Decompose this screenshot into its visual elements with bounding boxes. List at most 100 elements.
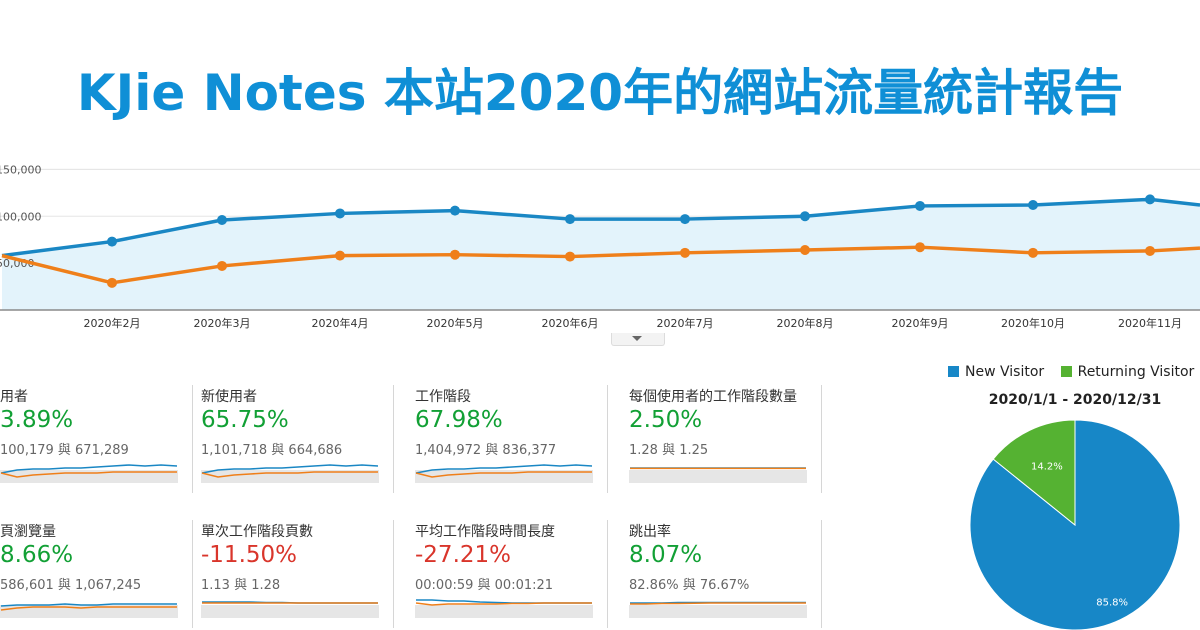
data-point-1 — [800, 245, 810, 255]
legend-label-new-visitor: New Visitor — [965, 364, 1045, 380]
metric-change: 8.07% — [629, 542, 703, 568]
metric-name: 每個使用者的工作階段數量 — [629, 389, 797, 405]
metric-change: 3.89% — [0, 407, 74, 433]
metric-change: -11.50% — [201, 542, 297, 568]
sparkline-bg — [0, 470, 178, 483]
card-divider — [393, 385, 394, 493]
x-tick-label: 2020年2月 — [84, 316, 141, 330]
metric-card[interactable]: 平均工作階段時間長度 -27.21% 00:00:59 與 00:01:21 — [403, 520, 608, 630]
data-point-1 — [1028, 247, 1038, 258]
metric-change: 67.98% — [415, 407, 503, 433]
sparkline-previous — [415, 471, 592, 478]
y-tick-label: 150,000 — [0, 163, 42, 176]
legend-swatch-returning-visitor — [1060, 366, 1072, 377]
page-title: KJie Notes 本站2020年的網站流量統計報告 — [76, 64, 1124, 122]
sparkline-bg — [0, 605, 178, 618]
chevron-down-icon — [632, 336, 642, 341]
metric-card[interactable]: 跳出率 8.07% 82.86% 與 76.67% — [617, 520, 822, 630]
sessions-line-chart: 150,000100,00050,0002020年2月2020年3月2020年4… — [0, 163, 1200, 330]
metric-card[interactable]: 用者 3.89% 100,179 與 671,289 — [0, 385, 193, 495]
sparkline-current — [415, 464, 593, 474]
data-point-0 — [565, 214, 575, 225]
pie-legend: New Visitor Returning Visitor — [948, 364, 1200, 380]
metric-card[interactable]: 新使用者 65.75% 1,101,718 與 664,686 — [189, 385, 394, 495]
series-line-0 — [1, 197, 1200, 258]
chart-collapse-toggle[interactable] — [611, 333, 665, 346]
sparkline-bg — [201, 470, 379, 483]
metric-sparkline — [629, 601, 807, 618]
card-divider — [821, 520, 822, 628]
metric-card[interactable]: 每個使用者的工作階段數量 2.50% 1.28 與 1.25 — [617, 385, 822, 495]
pie-date-range: 2020/1/1 - 2020/12/31 — [988, 392, 1162, 408]
data-point-0 — [107, 236, 117, 247]
data-point-0 — [800, 211, 810, 222]
metric-comparison: 1,101,718 與 664,686 — [201, 443, 343, 458]
legend-item-new-visitor[interactable]: New Visitor — [948, 364, 1044, 380]
card-divider — [192, 520, 193, 628]
card-divider — [192, 385, 193, 493]
pie-slice-1 — [992, 419, 1076, 527]
data-point-1 — [1145, 245, 1155, 256]
x-tick-label: 2020年3月 — [194, 316, 251, 330]
metric-card[interactable]: 頁瀏覽量 8.66% 586,601 與 1,067,245 — [0, 520, 193, 630]
legend-item-returning-visitor[interactable]: Returning Visitor — [1060, 364, 1195, 380]
x-tick-label: 2020年4月 — [312, 316, 369, 330]
x-tick-label: 2020年8月 — [777, 316, 834, 330]
metric-name: 用者 — [0, 389, 28, 405]
metric-comparison: 00:00:59 與 00:01:21 — [415, 578, 554, 593]
data-point-1 — [915, 242, 925, 253]
data-point-0 — [915, 200, 925, 211]
metric-comparison: 1,404,972 與 836,377 — [415, 443, 557, 458]
metric-change: 65.75% — [201, 407, 289, 433]
metric-sparkline — [201, 464, 379, 483]
metric-name: 單次工作階段頁數 — [201, 524, 313, 540]
sparkline-bg — [415, 605, 593, 618]
data-point-1 — [335, 250, 345, 261]
data-point-1 — [680, 247, 690, 258]
metric-sparkline — [0, 464, 178, 483]
metric-change: -27.21% — [415, 542, 511, 568]
metric-change: 8.66% — [0, 542, 74, 568]
metric-comparison: 82.86% 與 76.67% — [629, 578, 750, 593]
data-point-1 — [107, 277, 117, 288]
data-point-0 — [1145, 194, 1155, 205]
sparkline-bg — [629, 470, 807, 483]
card-divider — [607, 385, 608, 493]
sparkline-current — [0, 464, 178, 474]
sparkline-previous — [201, 471, 378, 478]
data-point-1 — [565, 251, 575, 262]
card-divider — [607, 520, 608, 628]
metric-sparkline — [415, 599, 593, 618]
sparkline-previous — [415, 602, 592, 606]
metric-sparkline — [0, 603, 178, 618]
metric-comparison: 586,601 與 1,067,245 — [0, 578, 142, 593]
sparkline-bg — [629, 605, 807, 618]
pie-slice-label: 85.8% — [1096, 598, 1128, 609]
metric-comparison: 1.13 與 1.28 — [201, 578, 281, 593]
metric-comparison: 100,179 與 671,289 — [0, 443, 129, 458]
data-point-0 — [680, 214, 690, 225]
data-point-1 — [217, 260, 227, 271]
metric-change: 2.50% — [629, 407, 703, 433]
pie-slice-label: 14.2% — [1031, 461, 1063, 472]
series-line-1 — [1, 245, 1200, 285]
metric-card[interactable]: 單次工作階段頁數 -11.50% 1.13 與 1.28 — [189, 520, 394, 630]
x-tick-label: 2020年11月 — [1118, 316, 1182, 330]
data-point-0 — [217, 215, 227, 225]
card-divider — [393, 520, 394, 628]
metric-sparkline — [201, 601, 379, 618]
metric-name: 新使用者 — [201, 389, 257, 405]
x-tick-label: 2020年5月 — [427, 316, 484, 330]
metric-card[interactable]: 工作階段 67.98% 1,404,972 與 836,377 — [403, 385, 608, 495]
data-point-0 — [1028, 200, 1038, 210]
legend-label-returning-visitor: Returning Visitor — [1077, 364, 1195, 380]
sparkline-bg — [415, 470, 593, 483]
sparkline-bg — [201, 605, 379, 618]
data-point-0 — [450, 205, 460, 216]
metric-name: 工作階段 — [415, 389, 471, 405]
sparkline-previous — [630, 602, 806, 605]
y-tick-label: 100,000 — [0, 210, 42, 223]
metric-comparison: 1.28 與 1.25 — [629, 443, 709, 458]
x-tick-label: 2020年10月 — [1001, 316, 1065, 330]
metric-sparkline — [415, 464, 593, 483]
